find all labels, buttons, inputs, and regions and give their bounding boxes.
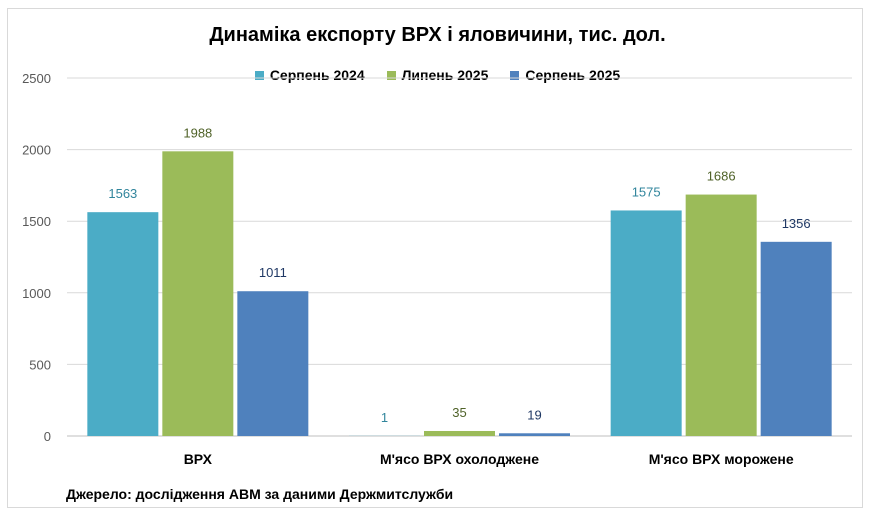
chart-title: Динаміка експорту ВРХ і яловичини, тис. … bbox=[209, 24, 666, 46]
source-note: Джерело: дослідження АВМ за даними Держм… bbox=[66, 486, 454, 502]
bar-0-2 bbox=[237, 291, 309, 436]
y-tick-label-3: 1500 bbox=[22, 214, 51, 229]
legend-item-1: Липень 2025 bbox=[386, 67, 489, 83]
legend-label-0: Серпень 2024 bbox=[269, 67, 365, 83]
legend-label-1: Липень 2025 bbox=[401, 67, 489, 83]
bar-2-1 bbox=[685, 194, 757, 436]
data-label-2-1: 1686 bbox=[707, 169, 736, 184]
data-label-2-2: 1356 bbox=[782, 216, 811, 231]
data-label-1-2: 19 bbox=[527, 407, 541, 422]
bar-1-1 bbox=[424, 430, 495, 436]
y-tick-label-2: 1000 bbox=[22, 286, 51, 301]
legend-label-2: Серпень 2025 bbox=[525, 67, 621, 83]
data-label-0-2: 1011 bbox=[259, 265, 287, 280]
bar-2-0 bbox=[610, 210, 682, 436]
data-label-1-0: 1 bbox=[381, 410, 388, 425]
legend-swatch-2 bbox=[510, 70, 520, 80]
bar-1-2 bbox=[499, 433, 570, 436]
y-tick-label-0: 0 bbox=[44, 429, 51, 444]
bar-0-1 bbox=[162, 151, 234, 436]
data-label-0-0: 1563 bbox=[108, 186, 137, 201]
data-label-0-1: 1988 bbox=[183, 125, 212, 140]
chart-legend: Серпень 2024 Липень 2025 Серпень 2025 bbox=[0, 67, 875, 83]
data-label-2-0: 1575 bbox=[632, 184, 661, 199]
legend-item-0: Серпень 2024 bbox=[254, 67, 365, 83]
bar-2-2 bbox=[760, 241, 832, 436]
y-tick-label-5: 2500 bbox=[22, 71, 51, 86]
legend-swatch-0 bbox=[254, 70, 264, 80]
legend-swatch-1 bbox=[386, 70, 396, 80]
y-tick-label-4: 2000 bbox=[22, 143, 51, 158]
x-tick-label-2: М'ясо ВРХ морожене bbox=[649, 451, 794, 467]
x-tick-label-1: М'ясо ВРХ охолоджене bbox=[380, 451, 539, 467]
bar-0-0 bbox=[87, 212, 159, 436]
y-tick-label-1: 500 bbox=[29, 357, 51, 372]
x-tick-label-0: ВРХ bbox=[184, 451, 213, 467]
legend-item-2: Серпень 2025 bbox=[510, 67, 620, 83]
data-label-1-1: 35 bbox=[452, 405, 466, 420]
